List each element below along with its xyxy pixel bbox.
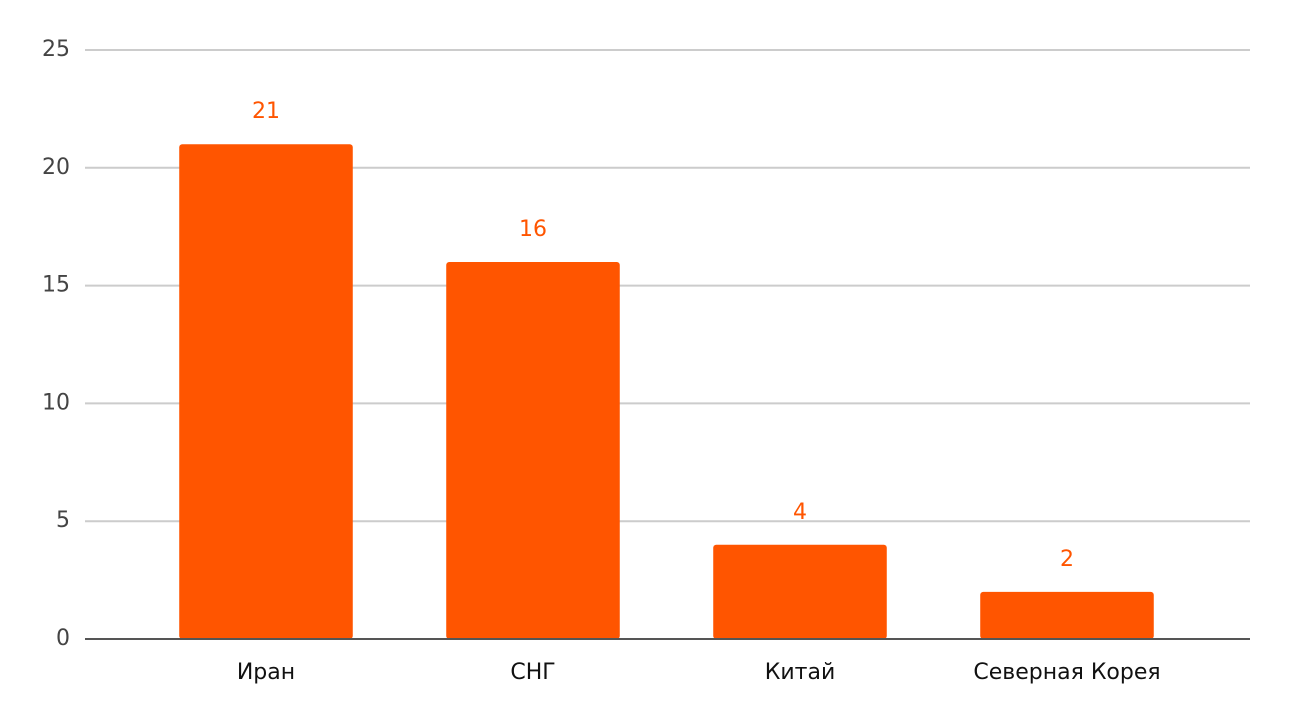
value-label: 2 <box>1060 547 1074 572</box>
bar <box>980 591 1154 639</box>
x-tick-label: СНГ <box>510 660 555 685</box>
y-tick-label: 10 <box>42 390 70 415</box>
y-tick-label: 0 <box>56 626 70 651</box>
y-tick-label: 25 <box>42 37 70 62</box>
bar <box>713 544 887 639</box>
value-label: 16 <box>519 217 547 242</box>
y-tick-label: 20 <box>42 155 70 180</box>
x-tick-label: Северная Корея <box>973 660 1160 685</box>
x-tick-label: Иран <box>237 660 295 685</box>
value-label: 4 <box>793 500 807 525</box>
y-tick-label: 15 <box>42 273 70 298</box>
value-label: 21 <box>252 99 280 124</box>
x-tick-label: Китай <box>765 660 836 685</box>
bar <box>446 262 620 639</box>
y-tick-label: 5 <box>56 508 70 533</box>
bar <box>179 144 353 640</box>
